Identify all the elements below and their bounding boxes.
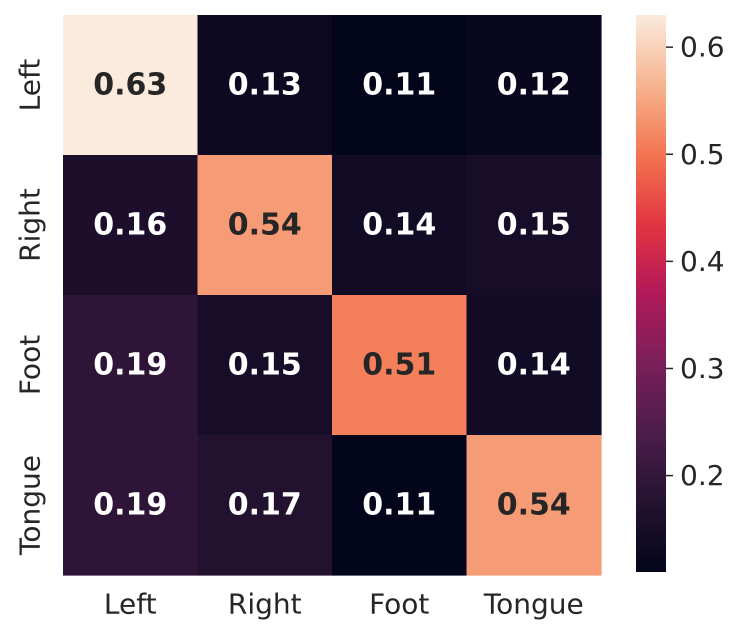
heatmap-cell-right-foot: [332, 155, 468, 296]
heatmap-cell-tongue-left: [63, 435, 199, 576]
colorbar-tick-label: 0.4: [680, 245, 725, 278]
y-tick-label-left: Left: [14, 59, 47, 112]
cell-value-label: 0.19: [93, 488, 167, 523]
heatmap-cell-foot-left: [63, 295, 199, 436]
cell-value-label: 0.12: [497, 68, 571, 103]
colorbar-tick-label: 0.6: [680, 31, 725, 64]
colorbar-ticks: 0.2 0.3 0.4 0.5 0.6: [666, 31, 725, 492]
heatmap-cell-left-right: [197, 15, 333, 156]
cell-value-label: 0.54: [228, 208, 302, 243]
cell-value-label: 0.14: [362, 208, 436, 243]
cell-value-label: 0.15: [228, 348, 302, 383]
colorbar-tick-label: 0.5: [680, 138, 725, 171]
cell-value-label: 0.19: [93, 348, 167, 383]
heatmap-cell-foot-foot: [332, 295, 468, 436]
heatmap-cell-right-tongue: [466, 155, 602, 296]
x-tick-label-right: Right: [228, 588, 302, 621]
x-axis-tick-labels: Left Right Foot Tongue: [104, 588, 584, 621]
x-tick-label-left: Left: [104, 588, 157, 621]
colorbar: [636, 15, 666, 572]
cell-value-label: 0.54: [497, 488, 571, 523]
cell-value-label: 0.63: [93, 68, 167, 103]
cell-value-label: 0.15: [497, 208, 571, 243]
heatmap-cell-tongue-tongue: [466, 435, 602, 576]
y-tick-label-right: Right: [14, 188, 47, 262]
heatmap-cell-left-left: [63, 15, 199, 156]
cell-value-label: 0.51: [362, 348, 436, 383]
heatmap-cell-left-foot: [332, 15, 468, 156]
heatmap-cell-right-right: [197, 155, 333, 296]
x-tick-label-foot: Foot: [369, 588, 429, 621]
y-tick-label-tongue: Tongue: [14, 455, 47, 556]
cell-value-label: 0.16: [93, 208, 167, 243]
heatmap-cell-tongue-foot: [332, 435, 468, 576]
cell-value-label: 0.17: [228, 488, 302, 523]
heatmap-cell-left-tongue: [466, 15, 602, 156]
cell-value-label: 0.13: [228, 68, 302, 103]
cell-value-label: 0.11: [362, 488, 436, 523]
cell-value-label: 0.14: [497, 348, 571, 383]
y-axis-tick-labels: Left Right Foot Tongue: [14, 59, 47, 556]
colorbar-tick-label: 0.3: [680, 352, 725, 385]
colorbar-tick-label: 0.2: [680, 459, 725, 492]
heatmap-cells: 0.63 0.13 0.11 0.12 0.16 0.54 0.14 0.15 0.19 0.15…: [63, 15, 602, 576]
cell-value-label: 0.11: [362, 68, 436, 103]
heatmap-cell-tongue-right: [197, 435, 333, 576]
x-tick-label-tongue: Tongue: [483, 588, 584, 621]
heatmap-cell-foot-right: [197, 295, 333, 436]
heatmap-cell-right-left: [63, 155, 199, 296]
heatmap-cell-foot-tongue: [466, 295, 602, 436]
y-tick-label-foot: Foot: [14, 335, 47, 395]
